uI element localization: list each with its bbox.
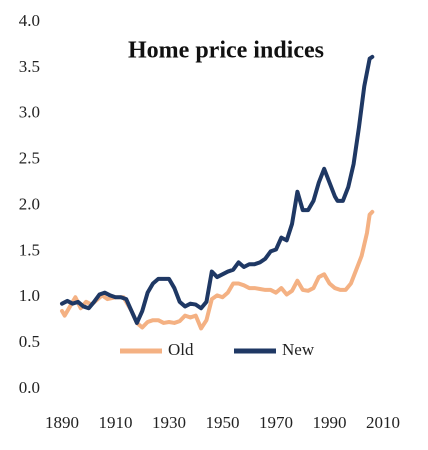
legend-label: Old	[168, 340, 194, 359]
y-tick-label: 3.0	[19, 103, 40, 122]
y-tick-label: 2.5	[19, 149, 40, 168]
chart-title: Home price indices	[128, 38, 324, 64]
x-tick-label: 1930	[152, 413, 186, 432]
y-tick-label: 1.0	[19, 286, 40, 305]
y-tick-label: 0.5	[19, 332, 40, 351]
x-tick-label: 1970	[259, 413, 293, 432]
y-tick-label: 1.5	[19, 240, 40, 259]
line-series	[60, 54, 375, 325]
x-tick-label: 1910	[99, 413, 133, 432]
x-tick-label: 1990	[313, 413, 347, 432]
y-tick-label: 0.0	[19, 378, 40, 397]
y-tick-label: 4.0	[19, 11, 40, 30]
line-series	[60, 209, 375, 331]
x-tick-label: 1890	[45, 413, 79, 432]
x-tick-label: 1950	[206, 413, 240, 432]
y-tick-label: 3.5	[19, 57, 40, 76]
y-tick-label: 2.0	[19, 194, 40, 213]
legend-label: New	[282, 340, 315, 359]
x-tick-label: 2010	[366, 413, 400, 432]
